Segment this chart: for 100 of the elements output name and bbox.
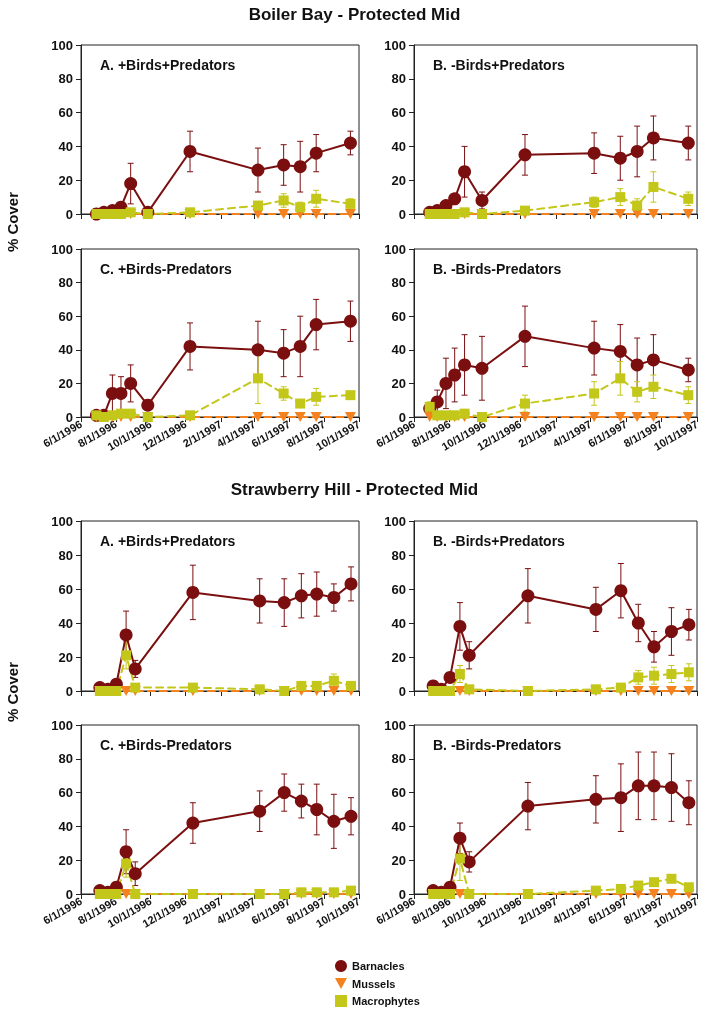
point bbox=[590, 885, 601, 896]
point bbox=[615, 682, 626, 693]
y-tick-label: 20 bbox=[391, 852, 406, 868]
point bbox=[128, 662, 142, 676]
point bbox=[121, 650, 132, 661]
text: Boiler Bay - Protected Mid bbox=[247, 5, 462, 25]
y-tick-label: 100 bbox=[384, 717, 406, 733]
point bbox=[631, 779, 645, 793]
point bbox=[664, 625, 678, 638]
point bbox=[519, 205, 530, 216]
point bbox=[681, 136, 695, 150]
point bbox=[630, 144, 644, 158]
point bbox=[521, 589, 535, 603]
y-tick-label: 0 bbox=[65, 886, 73, 902]
point bbox=[251, 343, 265, 357]
point bbox=[310, 587, 324, 601]
point bbox=[518, 148, 532, 162]
point bbox=[252, 373, 263, 384]
y-tick-label: 20 bbox=[58, 852, 73, 868]
y-tick-label: 100 bbox=[384, 37, 406, 53]
point bbox=[631, 616, 645, 630]
y-tick-label: 0 bbox=[65, 409, 73, 425]
point bbox=[454, 669, 465, 679]
point bbox=[130, 682, 141, 693]
point bbox=[124, 376, 138, 390]
y-tick-label: 20 bbox=[58, 649, 73, 665]
point bbox=[277, 346, 291, 360]
y-tick-label: 80 bbox=[391, 71, 406, 87]
point bbox=[345, 390, 356, 401]
point bbox=[344, 577, 358, 591]
point bbox=[183, 339, 197, 353]
point bbox=[665, 686, 677, 696]
point bbox=[647, 209, 659, 219]
point bbox=[253, 594, 267, 608]
text: B. -Birds-Predators bbox=[433, 261, 562, 277]
point bbox=[309, 146, 323, 160]
y-tick-label: 60 bbox=[58, 581, 73, 597]
point bbox=[453, 619, 467, 633]
point bbox=[666, 669, 677, 679]
y-tick-label: 0 bbox=[398, 683, 406, 699]
point bbox=[296, 680, 307, 691]
point bbox=[277, 596, 291, 610]
y-tick-label: 100 bbox=[51, 241, 73, 257]
point bbox=[186, 585, 200, 599]
y-tick-label: 60 bbox=[58, 785, 73, 801]
y-tick-label: 40 bbox=[58, 818, 73, 834]
y-tick-label: 20 bbox=[391, 375, 406, 391]
point bbox=[613, 344, 627, 358]
point bbox=[443, 670, 457, 684]
point bbox=[614, 791, 628, 805]
text: A. +Birds+Predators bbox=[100, 533, 236, 549]
y-tick-label: 80 bbox=[58, 547, 73, 563]
point bbox=[666, 873, 677, 884]
point bbox=[589, 388, 600, 399]
y-tick-label: 40 bbox=[58, 138, 73, 154]
point bbox=[649, 877, 659, 888]
legend-label: Mussels bbox=[352, 977, 396, 990]
point bbox=[462, 648, 476, 662]
point bbox=[589, 792, 603, 806]
point bbox=[277, 158, 291, 172]
point bbox=[521, 799, 535, 813]
point bbox=[311, 193, 322, 204]
y-axis-title: % Cover bbox=[3, 661, 21, 723]
y-tick-label: 60 bbox=[391, 581, 406, 597]
point bbox=[614, 584, 628, 598]
point bbox=[518, 329, 532, 343]
point bbox=[187, 682, 198, 693]
point bbox=[683, 882, 694, 893]
y-tick-label: 80 bbox=[391, 751, 406, 767]
point bbox=[128, 867, 142, 881]
point bbox=[615, 373, 626, 384]
point bbox=[648, 381, 659, 392]
point bbox=[277, 786, 291, 800]
point bbox=[587, 341, 601, 355]
point bbox=[253, 804, 267, 818]
point bbox=[615, 883, 626, 894]
y-tick-label: 100 bbox=[384, 241, 406, 257]
text: C. +Birds-Predators bbox=[100, 737, 233, 753]
point bbox=[346, 885, 357, 896]
y-tick-label: 20 bbox=[58, 375, 73, 391]
point bbox=[311, 680, 322, 691]
y-tick-label: 100 bbox=[384, 513, 406, 529]
y-tick-label: 0 bbox=[398, 409, 406, 425]
y-tick-label: 100 bbox=[51, 513, 73, 529]
point bbox=[448, 368, 462, 382]
legend-label: Macrophytes bbox=[352, 995, 420, 1007]
point bbox=[114, 386, 128, 400]
point bbox=[453, 831, 467, 845]
point bbox=[121, 858, 132, 869]
point bbox=[119, 845, 133, 859]
point bbox=[648, 181, 659, 192]
point bbox=[343, 314, 357, 328]
point bbox=[125, 408, 136, 419]
y-tick-label: 80 bbox=[58, 751, 73, 767]
point bbox=[462, 855, 476, 869]
point bbox=[614, 209, 626, 219]
y-tick-label: 100 bbox=[51, 37, 73, 53]
point bbox=[646, 131, 660, 145]
y-tick-label: 0 bbox=[398, 206, 406, 222]
point bbox=[682, 618, 696, 632]
